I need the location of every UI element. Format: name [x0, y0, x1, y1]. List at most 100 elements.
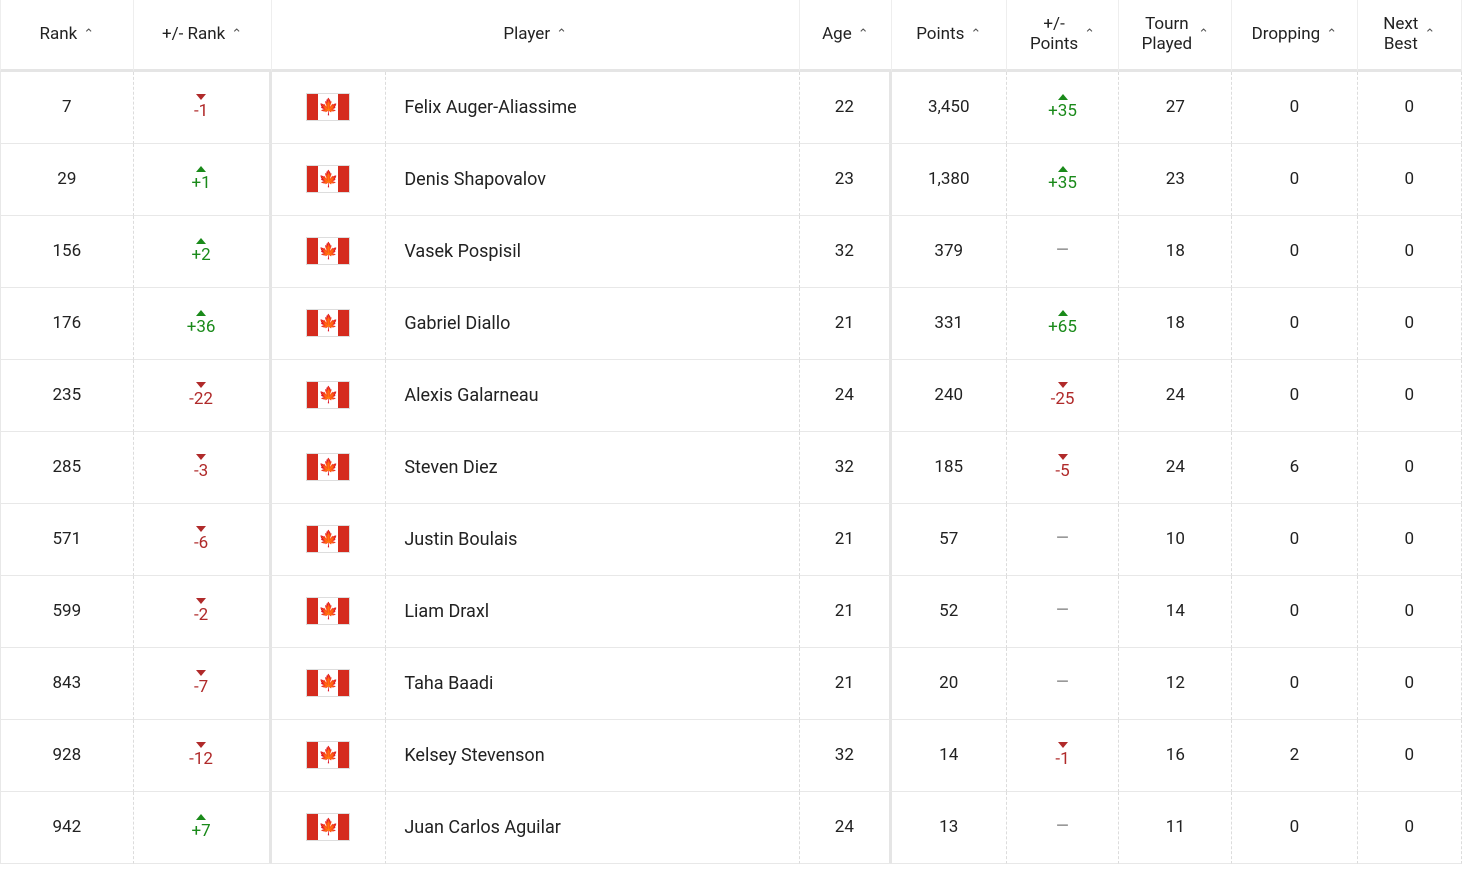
table-row[interactable]: 285 -3 🍁 Steven Diez 32 185 -5 24 6 0 [0, 432, 1462, 504]
cell-age: 24 [800, 792, 892, 864]
age-value: 32 [835, 241, 854, 261]
col-header-tourn-played-label: Tourn Played [1142, 14, 1193, 55]
cell-tourn-played: 23 [1119, 144, 1232, 216]
points-delta-flat-icon [1007, 672, 1119, 694]
cell-player[interactable]: Juan Carlos Aguilar [386, 792, 800, 864]
dropping-value: 0 [1290, 385, 1300, 405]
cell-points: 57 [892, 504, 1007, 576]
cell-dropping: 0 [1232, 576, 1357, 648]
cell-age: 32 [800, 720, 892, 792]
tourn-played-value: 27 [1166, 97, 1185, 117]
cell-rank: 599 [0, 576, 134, 648]
cell-age: 21 [800, 648, 892, 720]
table-row[interactable]: 176 +36 🍁 Gabriel Diallo 21 331 +65 18 0… [0, 288, 1462, 360]
rank-value: 176 [52, 313, 81, 333]
table-row[interactable]: 599 -2 🍁 Liam Draxl 21 52 14 0 0 [0, 576, 1462, 648]
triangle-down-icon [196, 670, 206, 676]
col-header-points-delta[interactable]: +/- Points⌃ [1007, 0, 1120, 72]
table-row[interactable]: 942 +7 🍁 Juan Carlos Aguilar 24 13 11 0 … [0, 792, 1462, 864]
col-header-rank[interactable]: Rank⌃ [0, 0, 134, 72]
sort-caret-icon: ⌃ [1326, 28, 1337, 41]
flag-canada-icon: 🍁 [306, 165, 350, 193]
points-value: 20 [939, 673, 958, 693]
col-header-rank-delta[interactable]: +/- Rank⌃ [134, 0, 272, 72]
rank-value: 235 [52, 385, 81, 405]
tourn-played-value: 18 [1166, 241, 1185, 261]
dropping-value: 0 [1290, 817, 1300, 837]
next-best-value: 0 [1404, 313, 1414, 333]
table-row[interactable]: 235 -22 🍁 Alexis Galarneau 24 240 -25 24… [0, 360, 1462, 432]
player-name: Felix Auger-Aliassime [404, 97, 576, 118]
col-header-dropping[interactable]: Dropping⌃ [1232, 0, 1357, 72]
points-delta-value: -25 [1051, 390, 1075, 409]
cell-player[interactable]: Liam Draxl [386, 576, 800, 648]
table-row[interactable]: 7 -1 🍁 Felix Auger-Aliassime 22 3,450 +3… [0, 72, 1462, 144]
points-delta-flat-icon [1007, 816, 1119, 838]
triangle-down-icon [1058, 742, 1068, 748]
cell-dropping: 0 [1232, 504, 1357, 576]
cell-age: 22 [800, 72, 892, 144]
sort-caret-icon: ⌃ [1198, 28, 1209, 41]
sort-caret-icon: ⌃ [1424, 28, 1435, 41]
cell-player[interactable]: Gabriel Diallo [386, 288, 800, 360]
maple-leaf-icon: 🍁 [318, 747, 338, 763]
cell-dropping: 0 [1232, 72, 1357, 144]
rank-delta: -12 [134, 742, 269, 769]
cell-player[interactable]: Steven Diez [386, 432, 800, 504]
cell-player[interactable]: Taha Baadi [386, 648, 800, 720]
player-name: Taha Baadi [404, 673, 493, 694]
next-best-value: 0 [1404, 97, 1414, 117]
table-row[interactable]: 843 -7 🍁 Taha Baadi 21 20 12 0 0 [0, 648, 1462, 720]
cell-player[interactable]: Alexis Galarneau [386, 360, 800, 432]
rank-delta-value: +36 [187, 318, 216, 337]
col-header-next-best[interactable]: Next Best⌃ [1358, 0, 1462, 72]
cell-dropping: 0 [1232, 216, 1357, 288]
cell-player[interactable]: Denis Shapovalov [386, 144, 800, 216]
maple-leaf-icon: 🍁 [318, 531, 338, 547]
rank-delta-value: -22 [189, 390, 213, 409]
table-row[interactable]: 571 -6 🍁 Justin Boulais 21 57 10 0 0 [0, 504, 1462, 576]
sort-caret-icon: ⌃ [556, 28, 567, 41]
col-header-age[interactable]: Age⌃ [800, 0, 892, 72]
cell-points-delta [1007, 216, 1120, 288]
points-delta: +35 [1007, 94, 1119, 121]
cell-rank-delta: -6 [134, 504, 272, 576]
rank-delta-value: +2 [191, 246, 210, 265]
cell-age: 21 [800, 504, 892, 576]
next-best-value: 0 [1404, 385, 1414, 405]
cell-player[interactable]: Vasek Pospisil [386, 216, 800, 288]
maple-leaf-icon: 🍁 [318, 675, 338, 691]
col-header-points[interactable]: Points⌃ [892, 0, 1007, 72]
age-value: 24 [835, 385, 854, 405]
maple-leaf-icon: 🍁 [318, 459, 338, 475]
triangle-down-icon [196, 94, 206, 100]
cell-rank-delta: -1 [134, 72, 272, 144]
rank-value: 571 [52, 529, 81, 549]
cell-points: 185 [892, 432, 1007, 504]
tourn-played-value: 18 [1166, 313, 1185, 333]
cell-next-best: 0 [1358, 792, 1462, 864]
cell-rank-delta: -22 [134, 360, 272, 432]
cell-player[interactable]: Felix Auger-Aliassime [386, 72, 800, 144]
cell-player[interactable]: Kelsey Stevenson [386, 720, 800, 792]
cell-next-best: 0 [1358, 648, 1462, 720]
tourn-played-value: 24 [1166, 457, 1185, 477]
cell-age: 24 [800, 360, 892, 432]
cell-next-best: 0 [1358, 360, 1462, 432]
points-delta-flat-icon [1007, 528, 1119, 550]
dropping-value: 2 [1290, 745, 1300, 765]
triangle-up-icon [1058, 94, 1068, 100]
cell-rank: 928 [0, 720, 134, 792]
table-header-row: Rank⌃ +/- Rank⌃ Player⌃ Age⌃ Points⌃ +/-… [0, 0, 1462, 72]
table-row[interactable]: 928 -12 🍁 Kelsey Stevenson 32 14 -1 16 2… [0, 720, 1462, 792]
table-row[interactable]: 29 +1 🍁 Denis Shapovalov 23 1,380 +35 23… [0, 144, 1462, 216]
cell-points: 331 [892, 288, 1007, 360]
points-delta: -1 [1007, 742, 1119, 769]
cell-flag: 🍁 [272, 720, 387, 792]
rank-value: 599 [52, 601, 81, 621]
cell-player[interactable]: Justin Boulais [386, 504, 800, 576]
rank-delta: -7 [134, 670, 269, 697]
col-header-player[interactable]: Player⌃ [272, 0, 800, 72]
table-row[interactable]: 156 +2 🍁 Vasek Pospisil 32 379 18 0 0 [0, 216, 1462, 288]
col-header-tourn-played[interactable]: Tourn Played ⌃ [1119, 0, 1232, 72]
